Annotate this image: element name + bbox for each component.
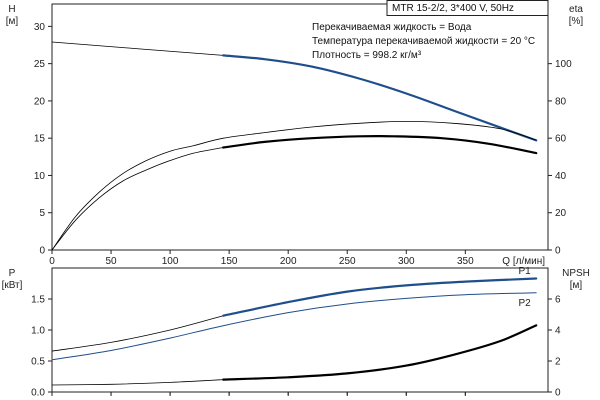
y-right-tick-label: 6 [555,295,561,306]
x-tick-label: 350 [457,256,474,267]
y-left-tick-label: 0.5 [31,357,45,368]
series-line-head-eta-4 [51,120,537,251]
liquid-label: Перекачиваемая жидкость = Вода [312,22,472,33]
series-line-head-eta-1 [222,54,538,142]
y-right-axis-unit: [м] [570,280,583,291]
y-left-tick-label: 5 [39,208,45,219]
series-line-power-npsh-4 [222,324,538,381]
series-line-power-npsh-2 [51,292,537,361]
series-line-head-eta-3 [222,134,538,155]
annotation-p1: P1 [518,266,531,277]
x-tick-label: 250 [339,256,356,267]
x-tick-label: 200 [280,256,297,267]
plot-frame [51,3,549,251]
y-right-axis-unit: [%] [569,16,584,27]
x-tick-label: 50 [105,256,117,267]
y-left-tick-label: 0 [39,246,45,257]
y-left-tick-label: 1.0 [31,326,45,337]
x-tick-label: 100 [162,256,179,267]
series-line-head-eta-0 [51,41,224,56]
model-label: MTR 15-2/2, 3*400 V, 50Hz [392,3,514,14]
y-right-tick-label: 0 [555,388,561,399]
x-axis-label: Q [л/мин] [502,256,545,267]
panel-power-npsh: 0.0 0.5 1.0 1.5 0 2 4 6 P[кВт] NPSH[м] P1 P2 [2,266,590,399]
model-box [386,0,549,16]
density-label: Плотность = 998.2 кг/м³ [312,50,422,61]
y-right-axis-label: eta [569,4,583,15]
y-left-tick-label: 0.0 [31,388,45,399]
y-left-tick-label: 20 [34,96,46,107]
y-left-tick-label: 15 [34,134,46,145]
y-left-axis-unit: [кВт] [2,280,23,291]
series-line-head-eta-2 [51,147,224,251]
y-left-axis-label: H [8,4,15,15]
panel-head-eta: 0 50 100 150 200 250 300 350 Q [л/мин]0510152025… [6,4,584,267]
series-line-power-npsh-1 [222,277,538,317]
y-right-tick-label: 40 [555,171,567,182]
y-left-tick-label: 10 [34,171,46,182]
y-right-tick-label: 0 [555,246,561,257]
x-tick-label: 300 [398,256,415,267]
x-tick-label: 0 [49,256,55,267]
y-right-tick-label: 100 [555,59,572,70]
y-right-tick-label: 80 [555,96,567,107]
x-tick-label: 150 [221,256,238,267]
y-right-axis-label: NPSH [562,268,590,279]
series-line-power-npsh-3 [51,379,224,386]
y-left-tick-label: 25 [34,59,46,70]
y-right-tick-label: 4 [555,326,561,337]
temperature-label: Температура перекачиваемой жидкости = 20… [312,36,535,47]
y-right-tick-label: 2 [555,357,561,368]
annotation-p2: P2 [518,298,531,309]
plot-frame [51,267,549,393]
series-line-power-npsh-0 [51,315,224,352]
y-right-tick-label: 60 [555,134,567,145]
y-left-tick-label: 1.5 [31,295,45,306]
y-left-axis-unit: [м] [6,16,19,27]
y-left-tick-label: 30 [34,22,46,33]
y-left-axis-label: P [9,268,16,279]
y-right-tick-label: 20 [555,208,567,219]
